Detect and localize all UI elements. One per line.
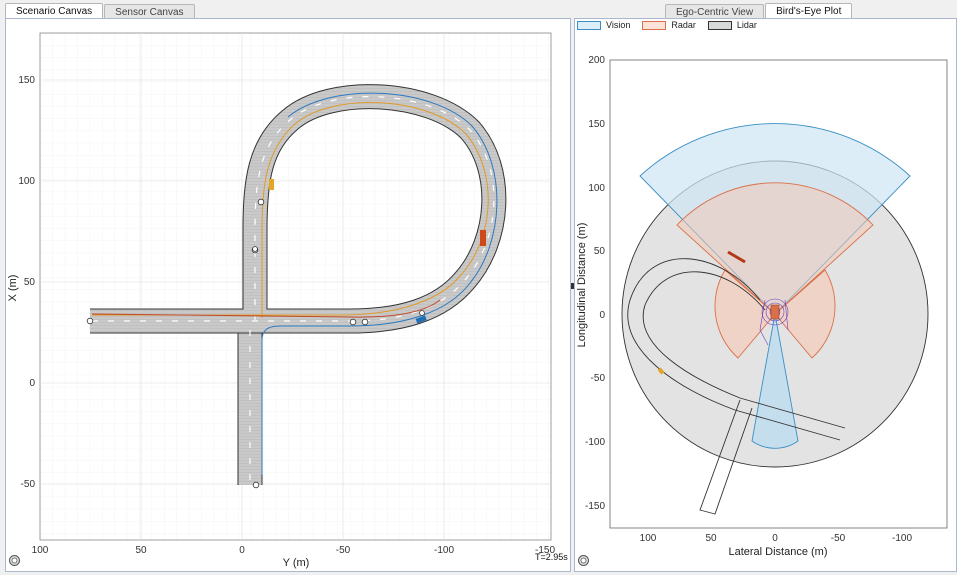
x-tick-100: 100 [32, 545, 49, 556]
be-x-tick-minus50: -50 [831, 533, 846, 544]
scenario-ylabel: X (m) [7, 275, 19, 302]
legend-lidar-label: Lidar [736, 20, 757, 30]
legend-vision[interactable]: Vision [577, 19, 630, 31]
be-y-tick-200: 200 [588, 55, 605, 66]
be-y-tick-minus50: -50 [591, 373, 606, 384]
radar-coverage-right [774, 269, 836, 359]
vision-swatch-icon [577, 20, 601, 30]
be-x-tick-100: 100 [640, 533, 657, 544]
y-tick-0: 0 [29, 378, 35, 389]
tab-sensor-canvas[interactable]: Sensor Canvas [104, 4, 195, 20]
legend-radar[interactable]: Radar [642, 19, 696, 31]
ego-vehicle-marker [770, 304, 780, 320]
y-tick-minus50: -50 [21, 479, 36, 490]
pane-divider-grip[interactable] [571, 283, 574, 289]
tab-ego-centric-view[interactable]: Ego-Centric View [665, 4, 765, 20]
legend-radar-label: Radar [671, 20, 696, 30]
be-x-tick-0: 0 [772, 533, 778, 544]
be-x-tick-minus100: -100 [892, 533, 912, 544]
lidar-swatch-icon [707, 20, 732, 30]
y-tick-50: 50 [24, 277, 36, 288]
y-tick-150: 150 [18, 75, 35, 86]
right-tabbar: Ego-Centric View Bird's-Eye Plot [665, 2, 853, 20]
be-y-tick-100: 100 [588, 183, 605, 194]
tab-birds-eye-plot[interactable]: Bird's-Eye Plot [765, 3, 853, 20]
birds-eye-plot[interactable]: 200 150 100 50 0 -50 -100 -150 100 50 0 … [574, 34, 957, 564]
vehicle-detections [727, 250, 746, 264]
sim-time: T=2.95s [535, 552, 568, 562]
scenario-canvas-plot[interactable]: 150 100 50 0 -50 100 50 0 -50 -100 -150 … [5, 18, 571, 572]
birds-eye-ylabel: Longitudinal Distance (m) [576, 223, 588, 348]
be-y-tick-50: 50 [594, 246, 606, 257]
vision-coverage-rear [751, 313, 799, 449]
legend-lidar[interactable]: Lidar [707, 19, 757, 31]
vehicle-yellow[interactable] [269, 179, 274, 190]
tab-scenario-canvas[interactable]: Scenario Canvas [5, 3, 104, 20]
left-settings-gear-icon[interactable] [9, 555, 20, 566]
x-tick-minus50: -50 [336, 545, 351, 556]
road-boundaries [627, 258, 846, 515]
be-y-tick-minus100: -100 [585, 437, 605, 448]
x-tick-0: 0 [239, 545, 245, 556]
scenario-xlabel: Y (m) [283, 557, 310, 569]
be-x-tick-50: 50 [705, 533, 717, 544]
vehicle-orange[interactable] [480, 230, 486, 246]
radar-coverage-left [714, 269, 776, 359]
y-tick-100: 100 [18, 176, 35, 187]
birds-eye-xlabel: Lateral Distance (m) [728, 546, 827, 558]
legend-vision-label: Vision [606, 20, 631, 30]
sensor-legend: Vision Radar Lidar [577, 19, 757, 31]
x-tick-50: 50 [135, 545, 147, 556]
radar-swatch-icon [642, 20, 667, 30]
be-y-tick-0: 0 [599, 310, 605, 321]
road-network [90, 84, 507, 485]
waypoints [86, 198, 425, 489]
be-y-tick-150: 150 [588, 119, 605, 130]
right-settings-gear-icon[interactable] [578, 555, 589, 566]
x-tick-minus150: -150 [535, 545, 555, 556]
radar-coverage-front [676, 182, 874, 315]
x-tick-minus100: -100 [434, 545, 454, 556]
yellow-vehicle-marker [657, 367, 665, 375]
ego-vehicle[interactable] [415, 315, 427, 324]
be-y-tick-minus150: -150 [585, 501, 605, 512]
left-tabbar: Scenario Canvas Sensor Canvas [5, 2, 196, 20]
